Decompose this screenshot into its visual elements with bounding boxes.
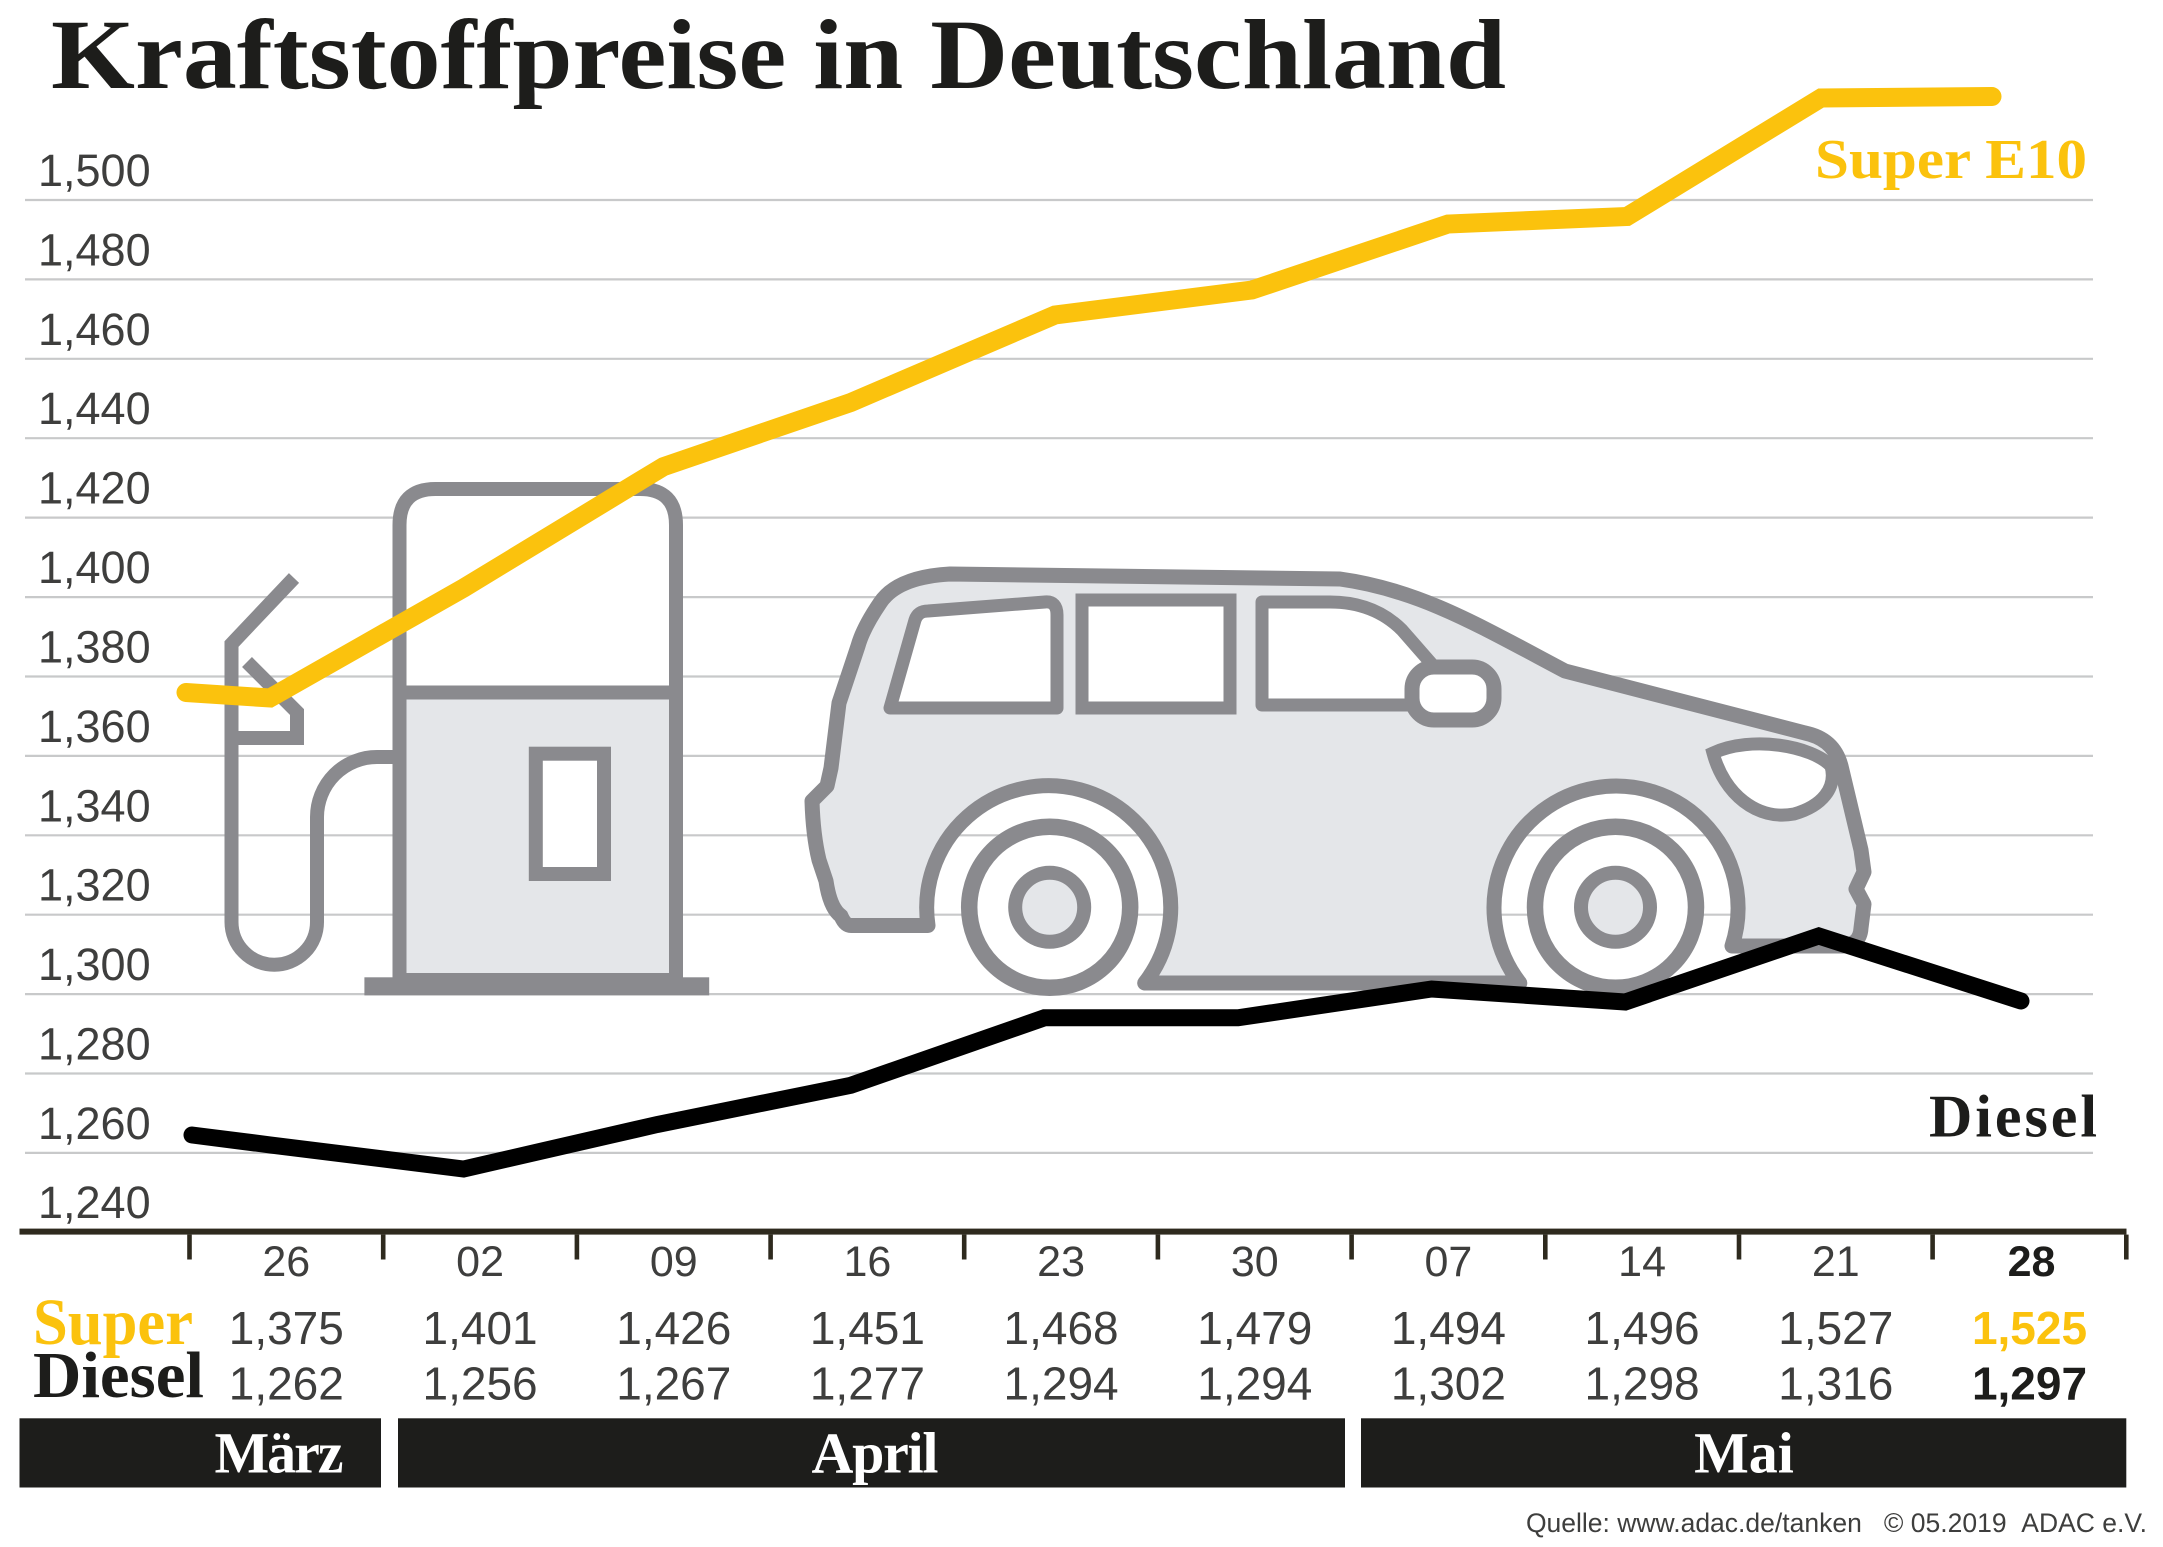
svg-text:1,256: 1,256 <box>423 1358 538 1410</box>
svg-text:Super: Super <box>33 1286 193 1359</box>
svg-text:1,297: 1,297 <box>1972 1358 2087 1410</box>
svg-text:1,451: 1,451 <box>810 1302 925 1354</box>
svg-text:1,294: 1,294 <box>1197 1358 1312 1410</box>
svg-text:1,294: 1,294 <box>1004 1358 1119 1410</box>
svg-text:16: 16 <box>843 1238 891 1286</box>
svg-text:Diesel: Diesel <box>1929 1083 2097 1149</box>
svg-text:Quelle: www.adac.de/tanken ©: Quelle: www.adac.de/tanken © 05.2019 ADA… <box>1526 1508 2147 1538</box>
svg-text:1,420: 1,420 <box>38 463 151 514</box>
svg-text:1,340: 1,340 <box>38 780 151 831</box>
svg-text:1,480: 1,480 <box>38 224 151 275</box>
svg-text:1,277: 1,277 <box>810 1358 925 1410</box>
svg-text:Super E10: Super E10 <box>1815 129 2087 191</box>
svg-text:21: 21 <box>1812 1238 1860 1286</box>
svg-text:1,440: 1,440 <box>38 383 151 434</box>
svg-text:März: März <box>215 1420 344 1485</box>
svg-text:April: April <box>812 1420 939 1485</box>
svg-text:07: 07 <box>1424 1238 1472 1286</box>
svg-text:26: 26 <box>262 1238 310 1286</box>
svg-text:09: 09 <box>650 1238 698 1286</box>
svg-text:Diesel: Diesel <box>33 1339 204 1412</box>
svg-text:1,262: 1,262 <box>229 1358 344 1410</box>
svg-text:1,401: 1,401 <box>423 1302 538 1354</box>
svg-text:1,300: 1,300 <box>38 939 151 990</box>
svg-text:1,460: 1,460 <box>38 304 151 355</box>
svg-text:1,320: 1,320 <box>38 860 151 911</box>
svg-text:1,494: 1,494 <box>1391 1302 1506 1354</box>
svg-text:1,426: 1,426 <box>616 1302 731 1354</box>
svg-text:1,298: 1,298 <box>1585 1358 1700 1410</box>
svg-text:1,316: 1,316 <box>1778 1358 1893 1410</box>
svg-text:28: 28 <box>2008 1238 2056 1286</box>
svg-text:30: 30 <box>1231 1238 1279 1286</box>
svg-text:14: 14 <box>1618 1238 1666 1286</box>
svg-text:1,496: 1,496 <box>1585 1302 1700 1354</box>
svg-text:1,267: 1,267 <box>616 1358 731 1410</box>
svg-text:1,260: 1,260 <box>38 1098 151 1149</box>
svg-text:02: 02 <box>456 1238 504 1286</box>
svg-text:1,527: 1,527 <box>1778 1302 1893 1354</box>
svg-text:1,375: 1,375 <box>229 1302 344 1354</box>
svg-text:1,500: 1,500 <box>38 145 151 196</box>
svg-text:1,380: 1,380 <box>38 622 151 673</box>
svg-text:1,468: 1,468 <box>1004 1302 1119 1354</box>
svg-text:1,360: 1,360 <box>38 701 151 752</box>
svg-text:1,479: 1,479 <box>1197 1302 1312 1354</box>
svg-text:Kraftstoffpreise in Deutschlan: Kraftstoffpreise in Deutschland <box>51 0 1506 110</box>
svg-text:1,400: 1,400 <box>38 542 151 593</box>
svg-text:1,525: 1,525 <box>1972 1302 2087 1354</box>
svg-text:Mai: Mai <box>1694 1420 1794 1485</box>
svg-text:1,240: 1,240 <box>38 1177 151 1228</box>
svg-text:1,280: 1,280 <box>38 1019 151 1070</box>
svg-text:1,302: 1,302 <box>1391 1358 1506 1410</box>
svg-text:23: 23 <box>1037 1238 1085 1286</box>
